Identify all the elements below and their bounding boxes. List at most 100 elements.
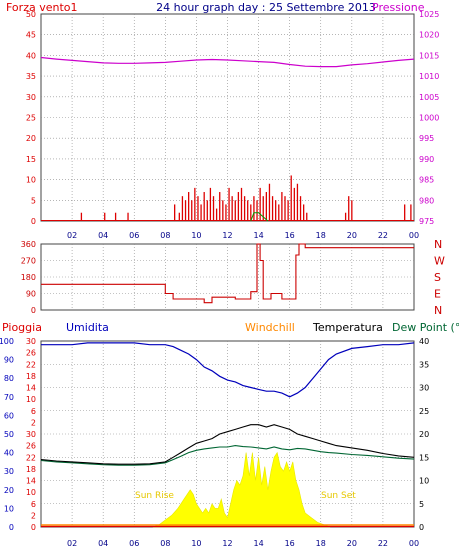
wind-tick-label: 50 bbox=[26, 10, 36, 19]
right-tick-label: 10 bbox=[419, 477, 429, 486]
x-tick-label: 14 bbox=[253, 231, 263, 240]
direction-line bbox=[41, 243, 414, 304]
legend-temperature: Temperatura bbox=[312, 321, 383, 334]
x-tick-label: 22 bbox=[378, 539, 388, 548]
right-tick-label: 0 bbox=[419, 523, 424, 532]
pressure-tick-label: 975 bbox=[419, 217, 434, 226]
compass-label: N bbox=[434, 238, 442, 251]
humidity-line bbox=[41, 342, 415, 398]
pressure-tick-label: 990 bbox=[419, 155, 434, 164]
pressure-tick-label: 995 bbox=[419, 134, 434, 143]
sunrise-label: Sun Rise bbox=[135, 491, 174, 501]
legend-dewpoint: Dew Point (°C bbox=[392, 321, 459, 334]
solar-area bbox=[152, 451, 331, 528]
temperature-tick-label: 30 bbox=[26, 337, 36, 346]
x-tick-label: 22 bbox=[378, 231, 388, 240]
pressure-tick-label: 980 bbox=[419, 196, 434, 205]
humidity-tick-label: 30 bbox=[4, 467, 14, 476]
x-tick-label: 04 bbox=[98, 231, 108, 240]
pressure-line bbox=[40, 56, 415, 68]
temperature-tick-label: 26 bbox=[26, 349, 36, 358]
x-tick-label: 04 bbox=[98, 539, 108, 548]
temperature-tick-label: 10 bbox=[26, 395, 36, 404]
humidity-tick-label: 80 bbox=[4, 374, 14, 383]
wind-tick-label: 35 bbox=[26, 72, 36, 81]
humidity-tick-label: 70 bbox=[4, 393, 14, 402]
humidity-tick-label: 20 bbox=[4, 486, 14, 495]
direction-tick-label: 360 bbox=[21, 240, 36, 249]
x-tick-label: 00 bbox=[409, 231, 419, 240]
temperature-tick-label: 18 bbox=[26, 465, 36, 474]
temperature-line bbox=[40, 424, 415, 465]
dewpoint-line bbox=[40, 445, 415, 466]
pressure-tick-label: 1000 bbox=[419, 114, 439, 123]
wind-tick-label: 20 bbox=[26, 134, 36, 143]
wind-tick-label: 5 bbox=[31, 196, 36, 205]
pressure-tick-label: 1015 bbox=[419, 51, 439, 60]
temperature-tick-label: 26 bbox=[26, 442, 36, 451]
wind-tick-label: 40 bbox=[26, 51, 36, 60]
compass-label: W bbox=[434, 255, 445, 268]
x-tick-label: 08 bbox=[160, 231, 170, 240]
x-tick-label: 16 bbox=[285, 231, 295, 240]
right-tick-label: 15 bbox=[419, 453, 429, 462]
wind-tick-label: 45 bbox=[26, 31, 36, 40]
x-tick-label: 10 bbox=[191, 539, 201, 548]
temperature-tick-label: 2 bbox=[31, 418, 36, 427]
direction-tick-label: 0 bbox=[31, 306, 36, 315]
temperature-tick-label: 18 bbox=[26, 372, 36, 381]
wind-tick-label: 25 bbox=[26, 114, 36, 123]
humidity-tick-label: 60 bbox=[4, 411, 14, 420]
temperature-tick-label: 14 bbox=[26, 477, 36, 486]
wind-pressure-panel: 0510152025303540455097598098599099510001… bbox=[26, 10, 440, 240]
x-tick-label: 12 bbox=[222, 231, 232, 240]
humidity-tick-label: 10 bbox=[4, 504, 14, 513]
x-tick-label: 06 bbox=[129, 539, 139, 548]
temperature-tick-label: 0 bbox=[31, 523, 36, 532]
wind2-line bbox=[250, 212, 269, 222]
x-tick-label: 08 bbox=[160, 539, 170, 548]
temperature-tick-label: 30 bbox=[26, 430, 36, 439]
humidity-tick-label: 100 bbox=[0, 337, 14, 346]
chart-title: 24 hour graph day : 25 Settembre 2013 bbox=[156, 1, 376, 14]
x-tick-label: 14 bbox=[253, 539, 263, 548]
temperature-tick-label: 14 bbox=[26, 384, 36, 393]
wind-tick-label: 30 bbox=[26, 93, 36, 102]
right-tick-label: 25 bbox=[419, 407, 429, 416]
right-tick-label: 40 bbox=[419, 337, 429, 346]
x-tick-label: 10 bbox=[191, 231, 201, 240]
x-tick-label: 02 bbox=[67, 231, 77, 240]
x-tick-label: 18 bbox=[316, 231, 326, 240]
legend-rain: Pioggia bbox=[2, 321, 42, 334]
direction-tick-label: 180 bbox=[21, 273, 36, 282]
x-tick-label: 00 bbox=[409, 539, 419, 548]
pressure-tick-label: 1010 bbox=[419, 72, 439, 81]
sunset-label: Sun Set bbox=[321, 491, 356, 501]
legend-humidity: Umidita bbox=[66, 321, 109, 334]
humidity-tick-label: 90 bbox=[4, 356, 14, 365]
temperature-tick-label: 6 bbox=[31, 407, 36, 416]
right-tick-label: 20 bbox=[419, 430, 429, 439]
humidity-tick-label: 0 bbox=[9, 523, 14, 532]
pressure-tick-label: 985 bbox=[419, 176, 434, 185]
temperature-tick-label: 22 bbox=[26, 453, 36, 462]
right-tick-label: 35 bbox=[419, 360, 429, 369]
wind-tick-label: 15 bbox=[26, 155, 36, 164]
wind-tick-label: 0 bbox=[31, 217, 36, 226]
temperature-tick-label: 2 bbox=[31, 511, 36, 520]
x-tick-label: 20 bbox=[347, 231, 357, 240]
pressure-tick-label: 1020 bbox=[419, 31, 439, 40]
temperature-tick-label: 6 bbox=[31, 500, 36, 509]
temperature-tick-label: 10 bbox=[26, 488, 36, 497]
legend-windchill: Windchill bbox=[245, 321, 295, 334]
direction-tick-label: 270 bbox=[21, 257, 36, 266]
humidity-tick-label: 40 bbox=[4, 449, 14, 458]
pressure-tick-label: 1005 bbox=[419, 93, 439, 102]
pressure-axis-title: Pressione bbox=[372, 1, 425, 14]
x-tick-label: 06 bbox=[129, 231, 139, 240]
compass-label: E bbox=[434, 288, 441, 301]
right-tick-label: 5 bbox=[419, 500, 424, 509]
